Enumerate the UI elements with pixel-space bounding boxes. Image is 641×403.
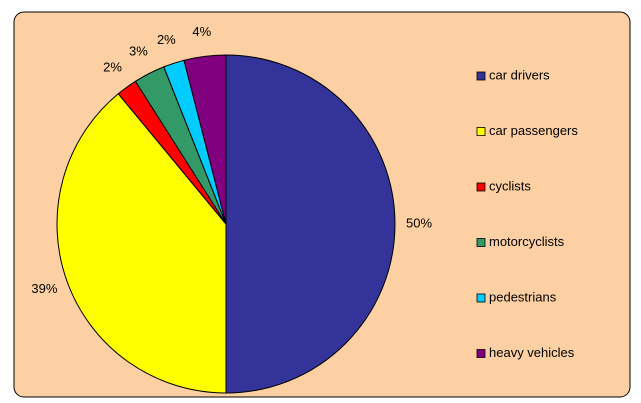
slice-label: 50% <box>406 215 432 230</box>
legend-swatch <box>476 349 486 358</box>
legend-label: pedestrians <box>489 289 557 304</box>
pie-slice <box>56 93 227 394</box>
legend-label: motorcyclists <box>489 234 565 249</box>
slice-label: 2% <box>157 32 176 47</box>
slice-label: 3% <box>129 43 148 58</box>
legend-label: cyclists <box>489 178 531 193</box>
legend-swatch <box>476 293 486 303</box>
legend-swatch <box>476 71 486 81</box>
legend-label: car drivers <box>489 67 550 82</box>
legend-swatch <box>476 127 486 136</box>
pie-slice <box>183 54 227 225</box>
legend-swatch <box>476 182 486 192</box>
slice-label: 4% <box>192 24 211 39</box>
legend-label: heavy vehicles <box>489 345 575 360</box>
slice-label: 39% <box>31 281 57 296</box>
legend-label: car passengers <box>489 123 578 138</box>
legend-swatch <box>476 238 486 247</box>
pie-slice <box>225 54 396 394</box>
slice-label: 2% <box>103 59 122 74</box>
